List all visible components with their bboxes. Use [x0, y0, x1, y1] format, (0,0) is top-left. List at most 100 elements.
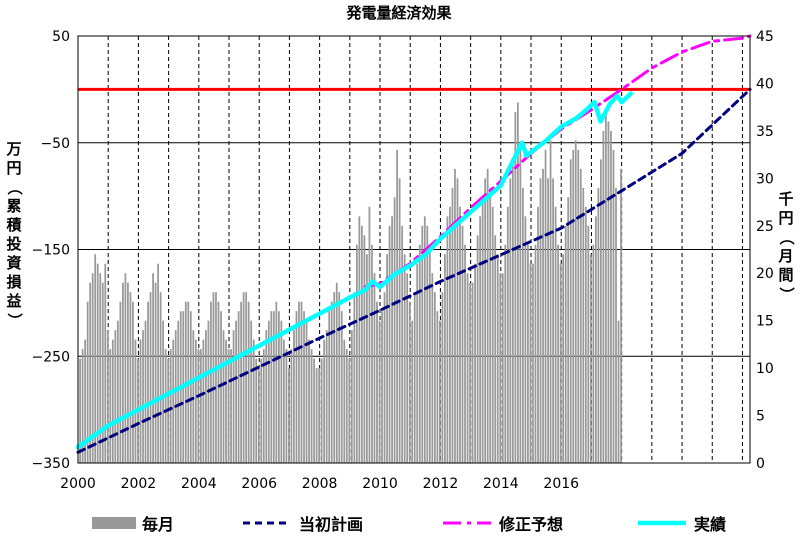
x-tick-label: 2014	[483, 476, 519, 492]
monthly-bar	[527, 244, 529, 463]
monthly-bar	[612, 149, 615, 463]
y-right-tick-label: 20	[756, 266, 774, 282]
monthly-bar	[506, 206, 509, 464]
legend-label: 毎月	[142, 515, 174, 534]
monthly-bar	[418, 244, 421, 463]
plot-area: 50 −50 −150 −250 −350 0 5 10 15 20 25 30 35 40 45 2000 2…	[32, 29, 774, 492]
monthly-bar	[481, 197, 484, 464]
monthly-bar	[237, 311, 240, 463]
monthly-bar	[509, 178, 512, 464]
actual-line	[75, 91, 633, 450]
planned-line	[76, 87, 752, 454]
monthly-bar	[267, 320, 270, 463]
monthly-bar	[272, 311, 275, 463]
monthly-bar	[423, 216, 426, 463]
y-right-tick-label: 40	[756, 76, 774, 92]
y-right-tick-label: 35	[756, 124, 774, 140]
monthly-bar	[270, 311, 273, 463]
monthly-bar	[91, 273, 94, 463]
monthly-bar	[499, 273, 502, 463]
y-axis-label-right: 千円（月間）	[777, 190, 796, 302]
monthly-bar	[572, 149, 575, 463]
monthly-bar	[557, 244, 560, 463]
monthly-bar	[280, 320, 283, 463]
monthly-bar	[129, 292, 132, 463]
monthly-bar	[79, 358, 81, 463]
monthly-bar	[431, 273, 434, 463]
monthly-bar	[260, 358, 263, 463]
monthly-bar	[285, 349, 288, 463]
monthly-bar	[544, 149, 547, 463]
monthly-bar	[134, 339, 137, 463]
monthly-bar	[441, 292, 444, 463]
monthly-bar	[559, 263, 562, 463]
plot-frame	[77, 35, 751, 464]
legend-label: 修正予想	[498, 515, 563, 534]
monthly-bar	[464, 244, 466, 463]
monthly-bar	[428, 244, 431, 463]
monthly-bar	[245, 292, 248, 463]
monthly-bar	[313, 358, 315, 463]
monthly-bar	[227, 349, 230, 463]
monthly-bar	[215, 292, 217, 463]
x-tick-label: 2002	[121, 476, 157, 492]
monthly-bar	[318, 368, 321, 463]
monthly-bar	[242, 292, 245, 463]
monthly-bar	[114, 330, 117, 463]
monthly-bar	[164, 349, 167, 463]
x-tick-label: 2010	[362, 476, 398, 492]
monthly-bar	[222, 330, 225, 463]
monthly-bar	[361, 225, 363, 463]
monthly-bar	[366, 254, 368, 463]
monthly-bar	[235, 320, 237, 463]
monthly-bar	[255, 358, 258, 463]
monthly-bar	[489, 187, 492, 464]
monthly-bar	[567, 197, 570, 464]
monthly-bar	[257, 368, 260, 463]
monthly-bar	[265, 330, 268, 463]
legend-planned: 当初計画	[243, 515, 363, 534]
monthly-bar	[323, 339, 326, 463]
monthly-bar	[496, 254, 499, 463]
monthly-bar	[444, 254, 446, 463]
monthly-bar	[189, 311, 192, 463]
monthly-bar	[89, 282, 92, 463]
monthly-bar	[519, 149, 522, 463]
monthly-bar	[109, 349, 112, 463]
monthly-bar	[348, 358, 351, 463]
monthly-bar	[534, 244, 537, 463]
monthly-bar	[456, 178, 459, 464]
monthly-bar	[549, 140, 552, 463]
monthly-bar	[587, 225, 590, 463]
monthly-bar	[600, 159, 602, 463]
monthly-bar	[368, 206, 371, 464]
monthly-bar	[388, 225, 391, 463]
monthly-bar	[144, 320, 147, 463]
monthly-bar	[124, 273, 127, 463]
monthly-bar	[119, 301, 122, 463]
monthly-bar	[157, 263, 159, 463]
monthly-bar	[199, 349, 202, 463]
monthly-bar	[589, 254, 592, 463]
monthly-bar	[298, 301, 300, 463]
monthly-bar	[413, 292, 416, 463]
monthly-bar	[217, 301, 220, 463]
monthly-bar	[466, 273, 469, 463]
monthly-bar	[288, 368, 290, 463]
monthly-bar	[250, 320, 253, 463]
monthly-bar	[139, 339, 142, 463]
monthly-bar	[101, 282, 104, 463]
monthly-bar	[383, 292, 386, 463]
monthly-bar	[174, 330, 177, 463]
monthly-bar	[582, 187, 585, 464]
monthly-bar	[345, 349, 348, 463]
monthly-bar	[486, 168, 489, 463]
monthly-bar	[406, 273, 409, 463]
monthly-bar	[172, 339, 175, 463]
monthly-bar	[584, 206, 587, 464]
monthly-bar	[154, 282, 157, 463]
monthly-bar	[371, 244, 373, 463]
monthly-bar	[617, 320, 620, 463]
monthly-bar	[335, 282, 338, 463]
monthly-bar	[416, 263, 419, 463]
